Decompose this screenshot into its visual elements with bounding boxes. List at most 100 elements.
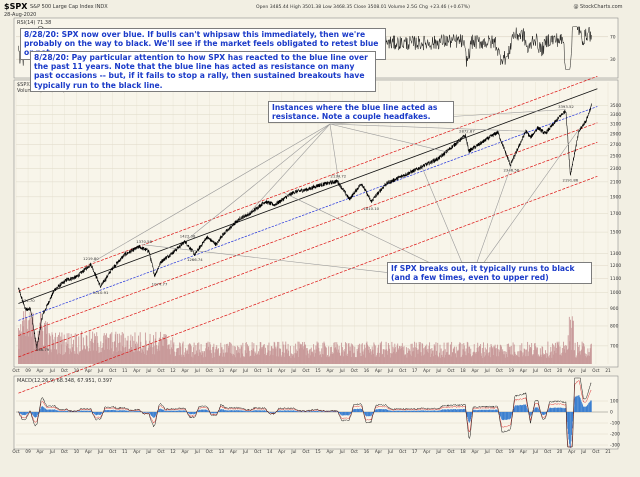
x-tick-label: Oct (544, 449, 552, 454)
price-annotations: 934.70 666.79 1219.80 1010.91 1370.58 1074.77… (21, 104, 578, 352)
x-tick-label: Oct (61, 368, 69, 373)
note-resistance-instances: Instances where the blue line acted as r… (268, 101, 454, 124)
x-tick-label: Jul (290, 449, 296, 454)
price-tick-label: 700 (610, 343, 619, 349)
note-pointer-line (93, 123, 331, 262)
note-pointer-line (247, 123, 331, 215)
x-tick-label: 13 (219, 449, 225, 454)
x-tick-label: 19 (509, 368, 515, 373)
price-tick-label: 1100 (610, 276, 621, 282)
x-tick-label: Jul (435, 449, 441, 454)
price-tick-label: 3500 (610, 103, 621, 109)
x-tick-label: Oct (157, 368, 165, 373)
x-tick-label: Apr (423, 368, 431, 373)
macd-label: MACD(12,26,9) 68.348, 67.951, 0.397 (17, 378, 112, 384)
x-tick-label: Oct (206, 449, 214, 454)
x-tick-label: Apr (85, 368, 93, 373)
x-tick-label: Oct (447, 449, 455, 454)
x-tick-label: Oct (12, 449, 20, 454)
x-tick-label: Jul (484, 449, 490, 454)
macd-tick-label: 100 (610, 399, 619, 405)
x-tick-label: Jul (484, 368, 490, 373)
red-channel-line (18, 122, 598, 336)
price-tick-label: 3100 (610, 121, 621, 127)
x-tick-label: Oct (399, 449, 407, 454)
x-tick-label: 14 (267, 449, 273, 454)
x-tick-label: Jul (580, 449, 586, 454)
x-tick-label: Apr (85, 449, 93, 454)
x-tick-label: Oct (302, 449, 310, 454)
macd-tick-label: -200 (610, 432, 620, 438)
note-pointer-line (187, 123, 331, 240)
x-tick-label: 16 (364, 449, 370, 454)
x-tick-label: 18 (460, 449, 466, 454)
x-tick-label: 17 (412, 449, 418, 454)
price-tick-label: 2500 (610, 153, 621, 159)
macd-series (16, 377, 608, 448)
x-tick-label: 09 (25, 368, 31, 373)
x-tick-label: Apr (37, 368, 45, 373)
x-tick-label: Apr (133, 449, 141, 454)
x-tick-label: Jul (49, 368, 55, 373)
x-tick-label: Jul (145, 449, 151, 454)
x-tick-label: 10 (74, 368, 80, 373)
x-tick-label: Apr (278, 368, 286, 373)
x-tick-label: 20 (557, 368, 563, 373)
x-tick-label: 14 (267, 368, 273, 373)
x-tick-label: Apr (375, 368, 383, 373)
price-annotation: 2346.58 (503, 167, 519, 172)
x-tick-label: Jul (97, 368, 103, 373)
x-tick-label: 21 (605, 368, 611, 373)
x-tick-label: Oct (12, 368, 20, 373)
price-tick-label: 2700 (610, 142, 621, 148)
black-channel-line (18, 88, 598, 304)
x-tick-label: Oct (496, 368, 504, 373)
x-tick-label: Apr (471, 368, 479, 373)
x-tick-label: Jul (435, 368, 441, 373)
x-tick-label: Apr (278, 449, 286, 454)
y-axis-ticks: 3500 3300 3100 2900 2700 2500 2300 2100 1900 1700… (610, 34, 621, 448)
price-annotation: 1266.74 (187, 257, 203, 262)
price-tick-label: 2900 (610, 131, 621, 137)
x-tick-label: Apr (133, 368, 141, 373)
x-tick-label: Jul (194, 449, 200, 454)
price-tick-label: 1000 (610, 290, 621, 296)
macd-tick-label: -300 (610, 443, 620, 449)
x-tick-label: Oct (254, 449, 262, 454)
x-tick-label: Apr (375, 449, 383, 454)
x-tick-label: Oct (351, 449, 359, 454)
x-tick-label: Oct (61, 449, 69, 454)
x-tick-label: 18 (460, 368, 466, 373)
x-tick-label: 16 (364, 368, 370, 373)
x-tick-label: Jul (580, 368, 586, 373)
x-tick-label: Apr (37, 449, 45, 454)
x-tick-label: Oct (447, 368, 455, 373)
x-tick-label: Apr (568, 449, 576, 454)
x-tick-label: 19 (509, 449, 515, 454)
channel-lines (18, 75, 598, 394)
header-quote: Open 3485.44 High 3501.38 Low 3468.35 Cl… (256, 4, 470, 10)
x-tick-label: Oct (254, 368, 262, 373)
x-tick-label: Oct (157, 449, 165, 454)
price-annotation: 1422.38 (180, 234, 196, 239)
price-annotation: 3393.52 (558, 104, 574, 109)
price-tick-label: 2100 (610, 179, 621, 185)
price-tick-label: 1700 (610, 211, 621, 217)
x-tick-label: 17 (412, 368, 418, 373)
x-tick-label: Oct (399, 368, 407, 373)
gridlines (15, 36, 609, 446)
x-tick-label: Oct (109, 368, 117, 373)
x-tick-label: Jul (242, 368, 248, 373)
price-annotation: 1810.10 (363, 206, 379, 211)
rsi-tick-label: 70 (610, 34, 616, 40)
x-tick-label: Apr (230, 368, 238, 373)
x-tick-label: Apr (182, 449, 190, 454)
price-series (18, 103, 592, 349)
price-tick-label: 800 (610, 324, 619, 330)
price-annotation: 934.70 (21, 298, 35, 303)
note-pointer-line (329, 123, 449, 153)
rsi-label: RSI(14) 71.38 (17, 20, 51, 26)
price-annotation: 666.79 (36, 347, 50, 352)
price-annotation: 2134.72 (330, 174, 346, 179)
price-panel (13, 79, 619, 368)
